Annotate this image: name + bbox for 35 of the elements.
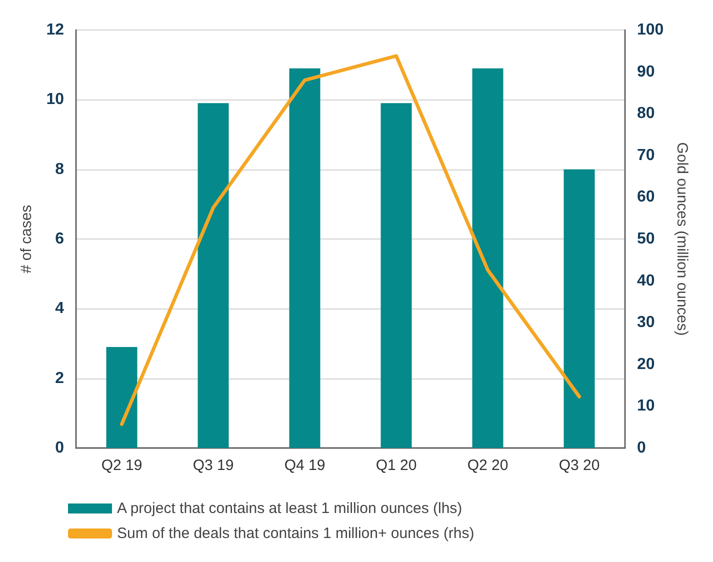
y2-tick-label: 50 — [637, 230, 655, 248]
x-tick-label: Q2 19 — [101, 457, 142, 474]
y2-axis-title: Gold ounces (million ounces) — [674, 142, 691, 336]
y2-tick-label: 80 — [637, 105, 655, 122]
y2-tick-label: 60 — [637, 188, 655, 206]
y2-tick-label: 40 — [637, 272, 655, 290]
x-tick-label: Q3 20 — [558, 457, 600, 474]
y2-tick-label: 20 — [637, 356, 655, 373]
y2-tick-label: 90 — [637, 63, 655, 80]
x-tick-label: Q2 20 — [467, 457, 508, 474]
legend-label: A project that contains at least 1 million ounces (lhs) — [117, 500, 462, 517]
y-tick-label: 8 — [55, 160, 64, 178]
line-series — [120, 54, 581, 426]
y2-tick-label: 10 — [637, 398, 655, 415]
y2-tick-label: 0 — [637, 440, 646, 456]
y-tick-label: 6 — [55, 230, 64, 248]
y-tick-label: 10 — [46, 91, 64, 108]
bar — [564, 169, 595, 448]
bar — [289, 68, 320, 448]
y2-tick-label: 70 — [637, 146, 655, 164]
y2-tick-label: 100 — [637, 22, 664, 38]
x-tick-label: Q1 20 — [376, 457, 417, 474]
x-tick-label: Q4 19 — [284, 457, 326, 474]
bar — [472, 68, 504, 448]
y-tick-label: 12 — [46, 22, 64, 38]
y-tick-label: 0 — [55, 440, 64, 456]
y-tick-label: 2 — [55, 370, 64, 387]
y-axis-title: # of cases — [18, 204, 35, 274]
legend-label: Sum of the deals that contains 1 million+ ounces (rhs) — [117, 525, 474, 542]
y-tick-label: 4 — [55, 300, 64, 318]
y2-tick-label: 30 — [637, 314, 655, 332]
bar — [106, 346, 138, 448]
bar — [198, 103, 229, 448]
x-tick-label: Q3 19 — [192, 457, 234, 474]
bar — [380, 103, 412, 448]
